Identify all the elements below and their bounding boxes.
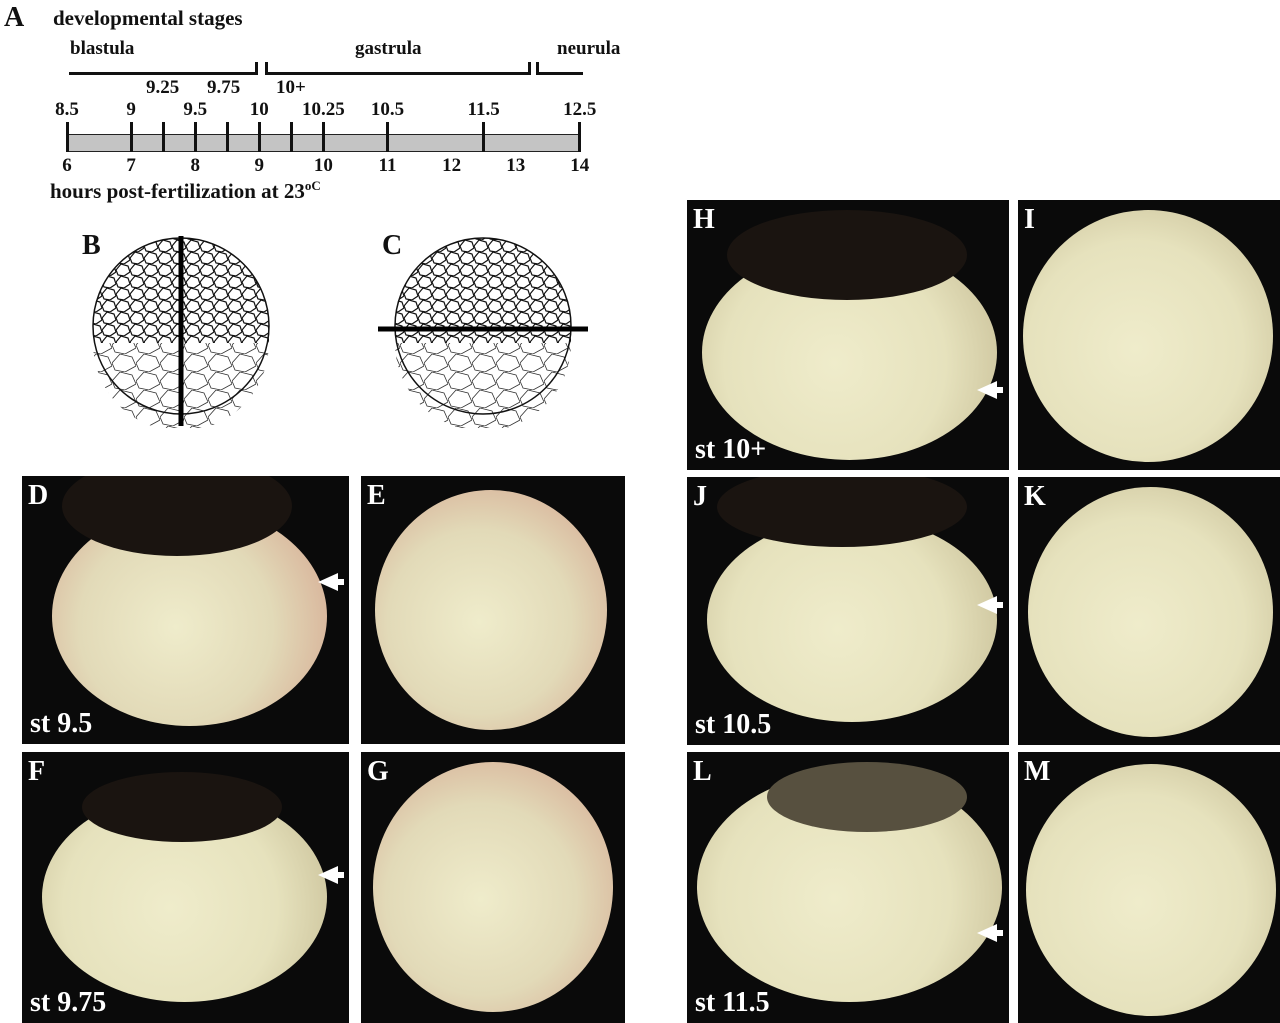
arrow-icon (977, 381, 1003, 399)
panel-letter-d: D (28, 480, 49, 511)
timeline-tick (129, 122, 133, 152)
hour-label: 9 (254, 155, 265, 176)
panel-letter-m: M (1024, 756, 1051, 787)
neurula-bracket (536, 62, 583, 75)
timeline-tick (161, 122, 165, 152)
arrow-icon (318, 866, 344, 884)
arrow-icon (977, 596, 1003, 614)
stage-label: 10 (249, 99, 269, 120)
stage-label: 9 (126, 99, 136, 120)
stage-label-9.25: 9.25 (146, 77, 180, 98)
stage-label-f: st 9.75 (30, 987, 107, 1018)
stage-label-j: st 10.5 (695, 709, 772, 740)
timeline-tick (257, 122, 261, 152)
degree-unit: oC (304, 178, 321, 193)
hour-label: 11 (378, 155, 397, 176)
stage-label: 11.5 (467, 99, 500, 120)
panel-letter-l: L (693, 756, 712, 787)
phase-neurula: neurula (557, 38, 621, 59)
photo-panel-h: H st 10+ (687, 200, 1009, 470)
timeline-tick (193, 122, 197, 152)
panel-letter-h: H (693, 204, 715, 235)
photo-panel-f: F st 9.75 (22, 752, 349, 1023)
timeline-tick (482, 122, 486, 152)
hour-label: 10 (313, 155, 333, 176)
hour-label: 12 (442, 155, 462, 176)
phase-gastrula: gastrula (355, 38, 422, 59)
photo-panel-i: I (1018, 200, 1280, 470)
embryo-diagram-b (92, 236, 270, 428)
arrow-icon (318, 573, 344, 591)
panel-letter-c: C (382, 230, 403, 261)
stage-label-h: st 10+ (695, 434, 767, 465)
stage-label-l: st 11.5 (695, 987, 770, 1018)
photo-panel-d: D st 9.5 (22, 476, 349, 744)
panel-letter-k: K (1024, 481, 1046, 512)
photo-panel-l: L st 11.5 (687, 752, 1009, 1023)
panel-letter-i: I (1024, 204, 1035, 235)
panel-letter-f: F (28, 756, 46, 787)
panel-letter-g: G (367, 756, 389, 787)
embryo-diagram-c (378, 237, 588, 428)
photo-panel-k: K (1018, 477, 1280, 745)
photo-panel-e: E (361, 476, 625, 744)
hour-label: 7 (126, 155, 136, 176)
panel-letter-a: A (4, 2, 25, 33)
stage-label-d: st 9.5 (30, 708, 93, 739)
timeline-tick (65, 122, 69, 152)
blastula-bracket (69, 62, 258, 75)
stage-label: 12.5 (563, 99, 597, 120)
photo-panel-m: M (1018, 752, 1280, 1023)
panel-letter-j: J (693, 481, 707, 512)
photo-panel-g: G (361, 752, 625, 1023)
timeline-tick (225, 122, 229, 152)
stage-label: 9.5 (183, 99, 208, 120)
timeline-tick (386, 122, 389, 152)
stage-label: 8.5 (55, 99, 79, 120)
axis-label-text: hours post-fertilization at 23 (50, 179, 305, 203)
hour-label: 6 (62, 155, 72, 176)
panel-letter-b: B (82, 230, 101, 261)
timeline-tick (289, 122, 293, 152)
stage-label-9.75: 9.75 (207, 77, 241, 98)
hour-label: 13 (506, 155, 526, 176)
arrow-icon (977, 924, 1003, 942)
axis-label: hours post-fertilization at 23oC (50, 178, 321, 204)
gastrula-bracket (265, 62, 531, 75)
hour-label: 14 (570, 155, 590, 176)
stage-label-10plus: 10+ (276, 77, 306, 98)
phase-blastula: blastula (70, 38, 135, 59)
stage-label: 10.25 (302, 99, 345, 120)
timeline-tick (578, 122, 582, 152)
hour-label: 8 (190, 155, 200, 176)
timeline-title: developmental stages (53, 6, 243, 30)
stage-label: 10.5 (370, 99, 405, 120)
photo-panel-j: J st 10.5 (687, 477, 1009, 745)
panel-letter-e: E (367, 480, 386, 511)
timeline-tick (321, 122, 325, 152)
